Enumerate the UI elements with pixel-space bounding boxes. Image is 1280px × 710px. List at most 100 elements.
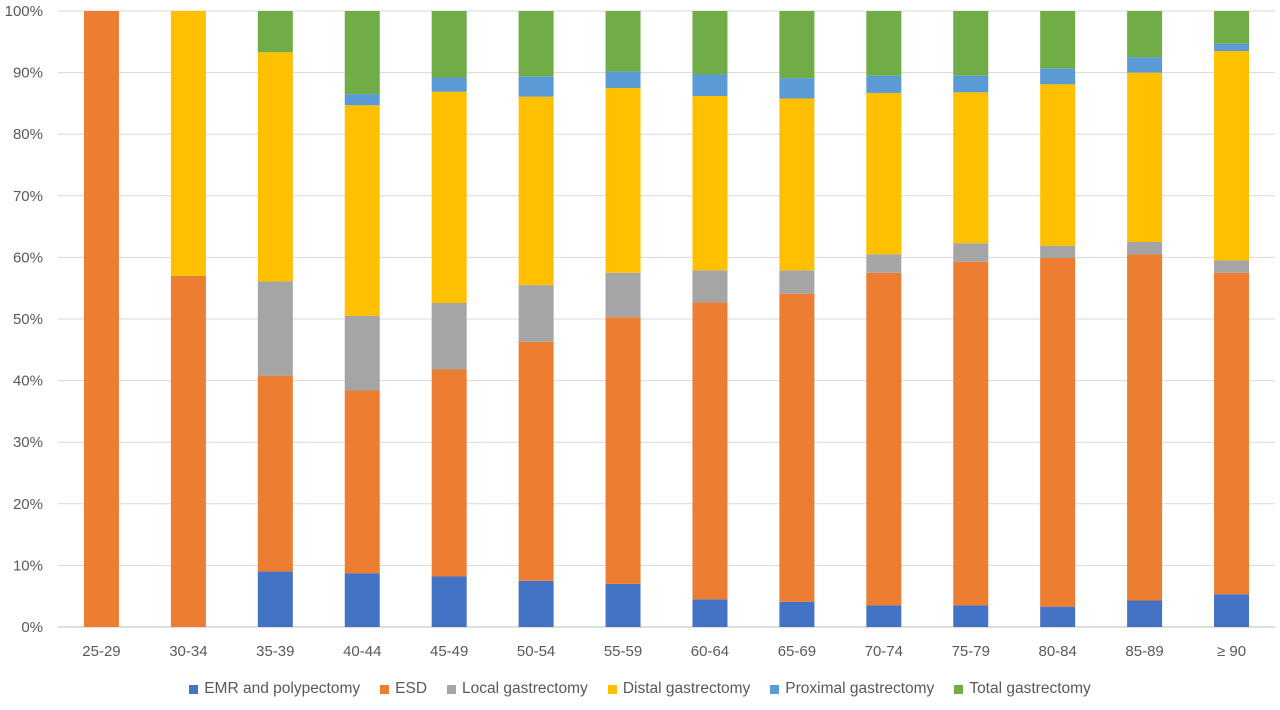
legend-label: Distal gastrectomy	[622, 680, 751, 697]
bar-segment	[1127, 72, 1163, 242]
bar-segment	[344, 94, 380, 106]
y-tick-label: 90%	[13, 65, 43, 82]
bar-segment	[1214, 51, 1250, 261]
y-tick-label: 10%	[13, 557, 43, 574]
bar-segment	[518, 11, 554, 77]
x-tick-label: 40-44	[343, 643, 381, 660]
bar-segment	[1214, 11, 1250, 44]
bar-segment	[866, 605, 902, 627]
bar-segment	[344, 573, 380, 627]
x-tick-label: 50-54	[517, 643, 555, 660]
bar-segment	[344, 390, 380, 574]
bar-segment	[866, 75, 902, 93]
bar-segment	[1127, 57, 1163, 73]
x-tick-label: 80-84	[1038, 643, 1076, 660]
x-tick-label: 30-34	[169, 643, 207, 660]
legend-label: ESD	[395, 680, 428, 697]
legend-swatch	[954, 684, 964, 694]
y-tick-label: 100%	[5, 3, 43, 20]
bar-segment	[257, 52, 293, 282]
bar-segment	[866, 254, 902, 273]
legend-swatch	[380, 684, 390, 694]
bar-segment	[779, 293, 815, 602]
bar-segment	[344, 11, 380, 95]
bar-segment	[605, 317, 641, 584]
legend-swatch	[607, 684, 617, 694]
bar-segment	[1040, 258, 1076, 607]
legend-swatch	[447, 684, 457, 694]
bar-segment	[605, 88, 641, 273]
bar-segment	[1127, 11, 1163, 58]
bar-segment	[692, 599, 728, 627]
bar-segment	[1127, 254, 1163, 601]
bar-segment	[866, 92, 902, 255]
bar-segment	[605, 272, 641, 318]
x-tick-label: 45-49	[430, 643, 468, 660]
y-tick-label: 70%	[13, 188, 43, 205]
bar-segment	[953, 11, 989, 76]
legend-item: EMR and polypectomy	[189, 680, 360, 698]
bar-segment	[692, 302, 728, 600]
bar-segment	[1040, 68, 1076, 85]
legend-label: Proximal gastrectomy	[785, 680, 935, 697]
y-axis-tick-labels: 0% 10% 20% 30% 40% 50% 60% 70% 80% 90% 100%	[5, 3, 43, 636]
bar-segment	[605, 71, 641, 88]
y-tick-label: 20%	[13, 496, 43, 513]
bar-segment	[1040, 245, 1076, 259]
bar-segment	[953, 92, 989, 244]
bar-segment	[344, 105, 380, 316]
legend: EMR and polypectomy ESD Local gastrectomy D…	[0, 676, 1280, 702]
bar-segment	[257, 11, 293, 53]
legend-item: Distal gastrectomy	[607, 680, 751, 698]
bar-segment	[1214, 272, 1250, 595]
x-tick-label: 55-59	[604, 643, 642, 660]
bars	[83, 11, 1250, 627]
y-tick-label: 80%	[13, 126, 43, 143]
x-tick-label: ≥ 90	[1217, 643, 1246, 660]
bar-segment	[1214, 43, 1250, 52]
bar-segment	[257, 571, 293, 627]
bar-segment	[518, 341, 554, 581]
stacked-bar-chart: 0% 10% 20% 30% 40% 50% 60% 70% 80% 90% 100% 25-29 3…	[5, 3, 1275, 660]
bar-segment	[257, 375, 293, 572]
bar-segment	[779, 11, 815, 79]
bar-segment	[866, 272, 902, 606]
bar-segment	[431, 91, 467, 303]
y-tick-label: 0%	[21, 619, 43, 636]
legend-item: Total gastrectomy	[954, 680, 1091, 698]
bar-segment	[692, 96, 728, 271]
bar-segment	[431, 576, 467, 627]
bar-segment	[779, 98, 815, 271]
bar-segment	[431, 11, 467, 78]
y-tick-label: 30%	[13, 434, 43, 451]
bar-segment	[518, 580, 554, 627]
bar-segment	[1214, 260, 1250, 273]
bar-segment	[953, 605, 989, 627]
legend-item: Proximal gastrectomy	[770, 680, 934, 698]
y-tick-label: 50%	[13, 311, 43, 328]
bar-segment	[1040, 84, 1076, 246]
bar-segment	[83, 11, 119, 627]
bar-segment	[692, 74, 728, 97]
gridlines	[58, 10, 1275, 628]
bar-segment	[518, 285, 554, 342]
bar-segment	[692, 270, 728, 303]
legend-label: Total gastrectomy	[969, 680, 1091, 697]
y-tick-label: 60%	[13, 249, 43, 266]
legend-label: Local gastrectomy	[462, 680, 588, 697]
y-tick-label: 40%	[13, 373, 43, 390]
bar-segment	[431, 302, 467, 370]
bar-segment	[866, 11, 902, 76]
bar-segment	[1127, 242, 1163, 255]
x-tick-label: 60-64	[691, 643, 729, 660]
bar-segment	[605, 11, 641, 72]
x-tick-label: 70-74	[865, 643, 903, 660]
legend-swatch	[770, 684, 780, 694]
bar-segment	[1040, 11, 1076, 69]
bar-segment	[953, 243, 989, 262]
bar-segment	[431, 77, 467, 92]
bar-segment	[518, 96, 554, 286]
bar-segment	[344, 315, 380, 391]
bar-segment	[779, 270, 815, 294]
x-tick-label: 85-89	[1125, 643, 1163, 660]
